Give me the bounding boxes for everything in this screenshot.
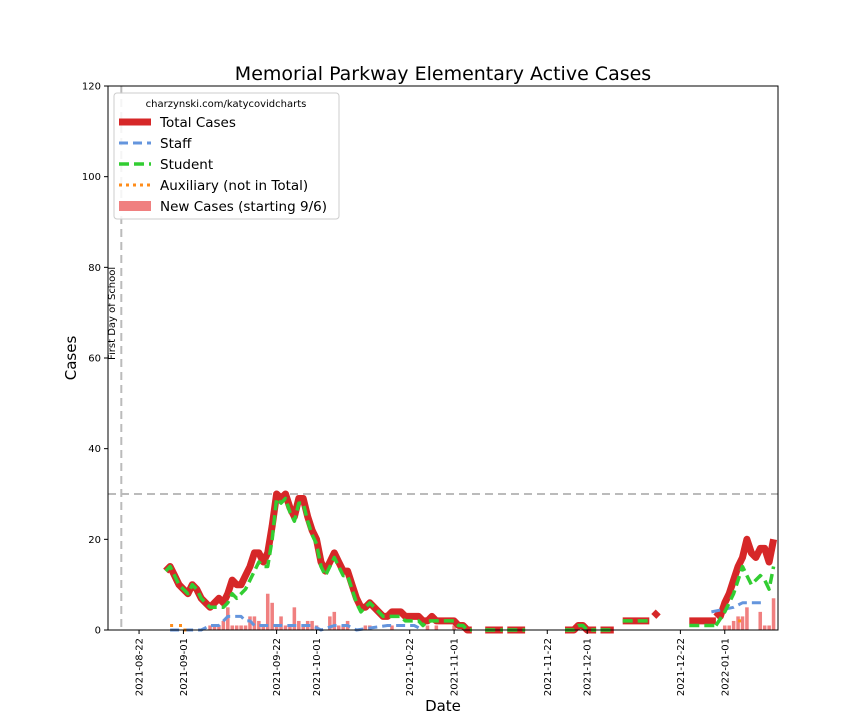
- x-tick-label: 2021-10-01: [312, 638, 323, 696]
- new-case-bar: [363, 625, 368, 630]
- new-case-bar: [292, 607, 297, 630]
- legend-label: Total Cases: [159, 115, 236, 131]
- x-tick-label: 2021-12-01: [583, 638, 594, 696]
- x-axis: 2021-08-22 2021-09-01 2021-09-22 2021-10-01…: [135, 630, 731, 696]
- new-case-bar: [243, 625, 248, 630]
- new-case-bar: [212, 625, 217, 630]
- series-line-total: [651, 609, 661, 619]
- series-line-total: [713, 535, 778, 620]
- legend-label: Staff: [160, 136, 192, 152]
- new-case-bar: [270, 602, 274, 630]
- x-tick-label: 2021-09-01: [179, 638, 190, 696]
- x-tick-label: 2021-11-01: [450, 638, 461, 696]
- x-tick-label: 2021-09-22: [272, 638, 283, 696]
- x-tick-label: 2021-12-22: [676, 638, 687, 696]
- y-axis-label: Cases: [62, 336, 80, 381]
- x-tick-label: 2021-11-22: [543, 638, 554, 696]
- new-case-bar: [390, 625, 394, 630]
- legend: charzynski.com/katycovidcharts Total Cas…: [113, 92, 340, 220]
- series-line-student: [714, 564, 776, 627]
- y-tick-label: 80: [88, 263, 101, 274]
- chart-title: Memorial Parkway Elementary Active Cases: [235, 63, 651, 85]
- new-case-bar: [745, 607, 749, 630]
- new-case-bar: [736, 616, 740, 630]
- new-case-bar: [221, 620, 226, 630]
- new-case-bar: [217, 625, 221, 630]
- new-case-bar: [762, 625, 767, 630]
- y-tick-label: 0: [95, 626, 101, 637]
- new-case-bar: [727, 625, 731, 630]
- x-axis-label: Date: [425, 697, 461, 715]
- new-case-bar: [283, 625, 288, 630]
- new-case-bar: [274, 625, 279, 630]
- new-case-bar: [336, 625, 341, 630]
- new-case-bar: [425, 625, 430, 630]
- first-day-label: First Day of School: [107, 267, 118, 360]
- legend-swatch-new-cases: [119, 201, 151, 211]
- new-case-bar: [208, 625, 212, 630]
- new-case-bar: [234, 625, 239, 630]
- new-case-bar: [740, 616, 745, 630]
- legend-box: [113, 92, 340, 220]
- new-case-bar: [252, 616, 257, 630]
- y-tick-label: 120: [82, 82, 101, 93]
- legend-note: charzynski.com/katycovidcharts: [146, 99, 307, 110]
- new-case-bar: [279, 616, 283, 630]
- new-case-bar: [332, 611, 337, 630]
- y-tick-label: 100: [82, 172, 101, 183]
- new-case-bar: [297, 620, 301, 630]
- series-line-student: [164, 496, 472, 632]
- new-case-bar: [310, 620, 314, 630]
- new-case-bar: [239, 625, 243, 630]
- legend-label: Auxiliary (not in Total): [160, 178, 308, 194]
- new-case-bar: [328, 616, 332, 630]
- new-case-bar: [758, 611, 763, 630]
- new-case-bar: [771, 598, 776, 630]
- new-case-bar: [731, 620, 736, 630]
- new-case-bar: [230, 625, 235, 630]
- new-case-bar: [341, 625, 345, 630]
- new-case-bar: [288, 625, 292, 630]
- y-tick-label: 40: [88, 444, 101, 455]
- new-case-bar: [257, 620, 261, 630]
- new-case-bar: [265, 593, 270, 630]
- series-line-staff: [170, 614, 424, 632]
- new-case-bar: [452, 625, 456, 630]
- new-case-bar: [261, 625, 266, 630]
- x-tick-label: 2021-08-22: [135, 638, 146, 696]
- legend-label: New Cases (starting 9/6): [160, 199, 327, 215]
- y-axis: 0 20 40 60 80 100 120: [82, 82, 108, 637]
- new-case-bar: [301, 625, 306, 630]
- legend-label: Student: [160, 157, 213, 173]
- y-tick-label: 20: [88, 535, 101, 546]
- y-tick-label: 60: [88, 354, 101, 365]
- new-case-bar: [226, 607, 230, 630]
- new-case-bar: [434, 625, 439, 630]
- reference-lines: [108, 86, 778, 630]
- x-tick-label: 2022-01-01: [720, 638, 731, 696]
- new-case-bar: [248, 616, 252, 630]
- new-case-bar: [722, 625, 727, 630]
- new-case-bar: [767, 625, 771, 630]
- x-tick-label: 2021-10-22: [405, 638, 416, 696]
